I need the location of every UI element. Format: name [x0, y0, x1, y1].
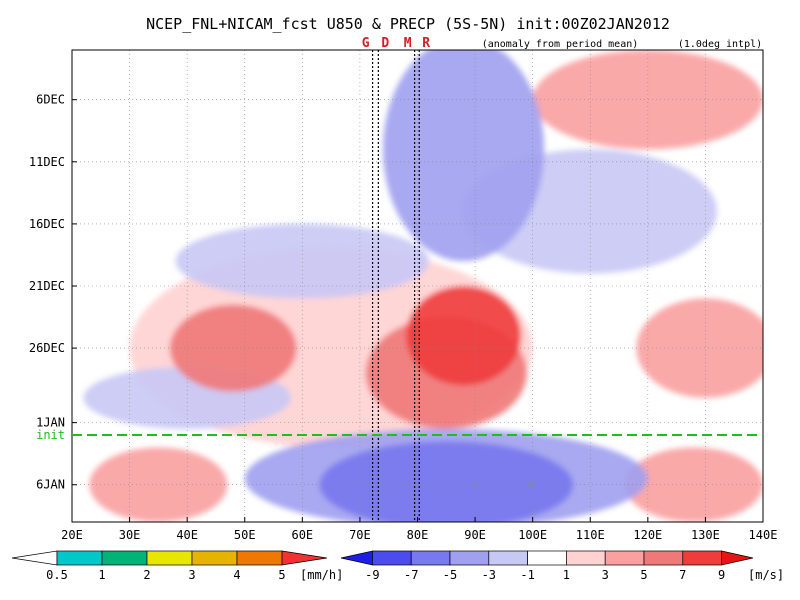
plot-area	[72, 50, 763, 522]
u850-legend: -9 -7 -5 -3 -1 1 3 5 7 9 [m/s]	[340, 550, 784, 582]
u850-anomaly-region	[169, 304, 297, 392]
x-tick-label: 20E	[61, 528, 83, 542]
u850-legend-label: -7	[404, 568, 418, 582]
x-tick-label: 110E	[576, 528, 605, 542]
y-tick-label: 11DEC	[29, 155, 65, 169]
y-tick-label: 16DEC	[29, 217, 65, 231]
u850-legend-swatch	[566, 550, 606, 566]
marker-label: R	[422, 36, 430, 51]
precip-legend-start	[11, 550, 58, 566]
precip-legend-swatch	[281, 550, 328, 566]
y-tick-label: 6JAN	[36, 478, 65, 492]
precip-legend-label: 2	[143, 568, 150, 582]
x-tick-label: 40E	[176, 528, 198, 542]
precip-legend-unit: [mm/h]	[300, 568, 343, 582]
x-tick-label: 70E	[349, 528, 371, 542]
marker-label: D	[381, 36, 389, 51]
chart-title: NCEP_FNL+NICAM_fcst U850 & PRECP (5S-5N)…	[146, 15, 670, 33]
u850-legend-label: -5	[443, 568, 457, 582]
precip-legend-swatch	[101, 550, 148, 566]
u850-anomaly-region	[382, 50, 545, 262]
precip-legend-label: 4	[233, 568, 240, 582]
u850-legend-swatch	[372, 550, 412, 566]
x-tick-label: 50E	[234, 528, 256, 542]
x-tick-label: 30E	[119, 528, 141, 542]
init-line: init	[36, 428, 763, 442]
u850-anomaly-region	[636, 298, 763, 398]
u850-anomaly-region	[624, 447, 763, 522]
u850-legend-swatch	[488, 550, 528, 566]
x-tick-label: 60E	[291, 528, 313, 542]
chart-subtitle-right: (1.0deg intpl)	[678, 39, 762, 50]
chart-subtitle-left: (anomaly from period mean)	[482, 39, 639, 50]
precip-legend-swatch	[191, 550, 238, 566]
u850-field	[83, 50, 763, 522]
y-tick-label: 1JAN	[36, 416, 65, 430]
u850-legend-label: 9	[718, 568, 725, 582]
precip-legend-swatch	[146, 550, 193, 566]
x-tick-label: 100E	[518, 528, 547, 542]
grid	[72, 50, 763, 522]
u850-legend-label: -3	[482, 568, 496, 582]
marker-label: M	[404, 36, 412, 51]
x-tick-label: 90E	[464, 528, 486, 542]
u850-legend-label: 5	[640, 568, 647, 582]
u850-legend-label: 3	[602, 568, 609, 582]
marker-label: G	[362, 36, 370, 51]
precip-legend: 0.5 1 2 3 4 5 [mm/h]	[11, 550, 343, 582]
precip-legend-label: 5	[278, 568, 285, 582]
y-tick-label: 21DEC	[29, 279, 65, 293]
precip-legend-label: 3	[188, 568, 195, 582]
precip-legend-label: 1	[98, 568, 105, 582]
u850-anomaly-region	[405, 286, 522, 386]
u850-legend-unit: [m/s]	[748, 568, 784, 582]
u850-legend-swatch	[604, 550, 645, 566]
u850-legend-label: 7	[679, 568, 686, 582]
u850-legend-swatch	[449, 550, 490, 566]
precip-legend-label: 0.5	[46, 568, 68, 582]
u850-legend-label: 1	[563, 568, 570, 582]
y-axis: 6DEC 11DEC 16DEC 21DEC 26DEC 1JAN 6JAN	[29, 93, 77, 492]
x-axis: 20E 30E 40E 50E 60E 70E 80E 90E 100E 110E 120E 130E…	[61, 517, 777, 542]
u850-anomaly-region	[175, 223, 430, 299]
y-tick-label: 26DEC	[29, 341, 65, 355]
u850-anomaly-region	[89, 447, 228, 522]
u850-anomaly-region	[319, 441, 573, 522]
u850-legend-swatch	[721, 550, 754, 566]
precip-legend-swatch	[56, 550, 103, 566]
u850-legend-swatch	[643, 550, 684, 566]
u850-legend-swatch	[410, 550, 451, 566]
x-tick-label: 130E	[691, 528, 720, 542]
x-tick-label: 120E	[633, 528, 662, 542]
y-tick-label: 6DEC	[36, 93, 65, 107]
init-label: init	[36, 428, 65, 442]
u850-legend-label: -1	[520, 568, 534, 582]
u850-legend-label: -9	[365, 568, 379, 582]
x-tick-label: 140E	[749, 528, 778, 542]
precip-legend-swatch	[236, 550, 283, 566]
u850-legend-swatch	[340, 550, 373, 566]
x-tick-label: 80E	[407, 528, 429, 542]
u850-legend-swatch	[527, 550, 567, 566]
u850-legend-swatch	[682, 550, 722, 566]
